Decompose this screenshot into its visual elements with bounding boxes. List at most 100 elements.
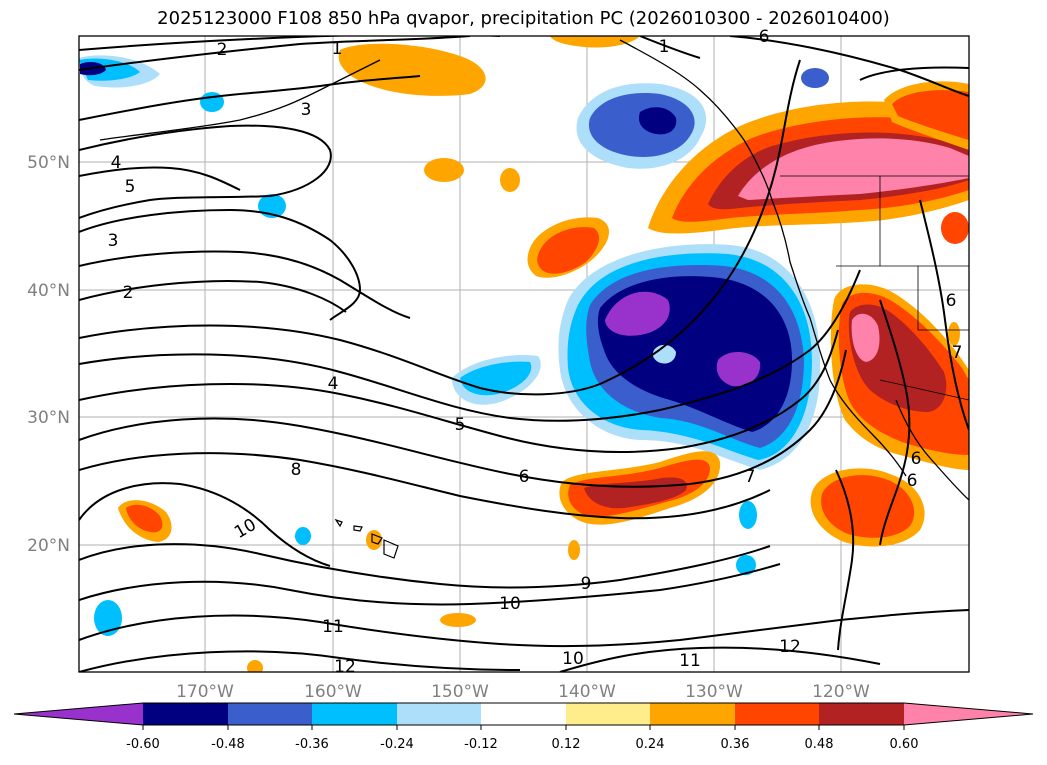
contour-line [639, 36, 701, 59]
coastline-alaska [99, 59, 381, 141]
contour-line [79, 329, 839, 453]
coastline-north-america [619, 39, 907, 477]
contour-line [859, 66, 969, 81]
lat-label: 40°N [27, 281, 70, 301]
contour-label: 5 [455, 415, 466, 435]
contour-line [79, 208, 362, 321]
contour-label: 6 [759, 27, 770, 47]
contour-line [835, 469, 855, 651]
contour-line [559, 646, 881, 672]
precip-patch-pos-8 [948, 322, 960, 346]
coastline-baja [895, 399, 969, 501]
contour-label: 8 [291, 460, 302, 480]
contour-line [729, 36, 969, 97]
contour-label: 6 [907, 471, 918, 491]
contour-label: 12 [779, 637, 801, 657]
colorbar-segment [397, 703, 481, 725]
colorbar-tick-label: -0.24 [380, 737, 414, 752]
contour-line [79, 349, 847, 488]
precip-patch-neg-6 [801, 68, 829, 88]
map-frame [78, 35, 970, 673]
qvapor-contours [79, 36, 969, 672]
precip-region-negative-core-1 [605, 291, 670, 336]
contour-line [79, 59, 801, 396]
colorbar-segment [735, 703, 819, 725]
precip-region-negative-gulf-core [638, 107, 677, 135]
colorbar-extend-high [904, 703, 1033, 725]
colorbar-ticks [142, 725, 905, 730]
colorbar-tick-label: 0.48 [805, 737, 834, 752]
contour-label: 6 [911, 449, 922, 469]
colorbar-tick-label: 0.24 [636, 737, 665, 752]
contour-label: 11 [322, 617, 344, 637]
precip-patch-pos-5 [941, 212, 969, 244]
contour-label: 7 [952, 343, 963, 363]
contour-line [79, 124, 332, 219]
colorbar-segment [228, 703, 312, 725]
lat-label: 30°N [27, 408, 70, 428]
coastlines [99, 39, 969, 501]
contour-line [79, 36, 471, 71]
precip-region-positive-north [338, 43, 486, 96]
contour-line [79, 650, 521, 672]
precip-patch-neg-3 [94, 600, 122, 636]
precip-patch-neg-7 [295, 527, 311, 545]
contour-line [79, 250, 411, 319]
contour-label: 6 [946, 291, 957, 311]
hawaii-islands [334, 518, 399, 559]
lon-label: 170°W [176, 682, 234, 702]
contour-label: 1 [332, 39, 343, 59]
contour-label: 9 [581, 574, 592, 594]
contour-line [79, 543, 771, 589]
colorbar: -0.60 -0.48 -0.36 -0.24 -0.12 0.12 0.24 … [13, 702, 1034, 752]
lat-label: 20°N [27, 536, 70, 556]
lon-label: 130°W [685, 682, 743, 702]
contour-label: 4 [328, 374, 339, 394]
contour-label: 10 [499, 594, 521, 614]
precip-patch-pos-1 [424, 158, 464, 182]
colorbar-segment [819, 703, 904, 725]
colorbar-segment [143, 703, 228, 725]
contour-label: 1 [659, 37, 670, 57]
map-title: 2025123000 F108 850 hPa qvapor, precipit… [157, 8, 890, 29]
contour-label: 7 [745, 467, 756, 487]
precip-patch-pos-2 [500, 168, 520, 192]
precip-region-positive-ca-4 [851, 313, 880, 362]
colorbar-segment [481, 703, 566, 725]
colorbar-extend-low [14, 703, 143, 725]
lat-label: 50°N [27, 153, 70, 173]
lon-label: 150°W [431, 682, 489, 702]
precip-region-positive-west-2 [126, 504, 163, 533]
contour-label: 12 [334, 657, 356, 677]
colorbar-tick-label: 0.60 [890, 737, 919, 752]
lon-label: 140°W [558, 682, 616, 702]
precip-patch-pos-3 [440, 613, 476, 627]
state-borders [780, 175, 969, 401]
precip-patch-neg-1 [200, 92, 224, 112]
contour-line [79, 482, 331, 567]
contour-line [79, 166, 241, 191]
contour-line [79, 75, 421, 121]
precip-region-negative-core-2 [716, 351, 761, 387]
contour-label: 4 [111, 153, 122, 173]
colorbar-tick-label: -0.12 [464, 737, 498, 752]
precip-region-positive-north-2 [550, 36, 640, 48]
colorbar-segment [312, 703, 397, 725]
precip-region-positive-pnw-4 [738, 138, 969, 200]
precip-patch-pos-7 [366, 530, 382, 550]
precip-region-positive-east-2 [892, 90, 969, 140]
contour-line [919, 199, 969, 431]
contour-line [79, 452, 771, 520]
colorbar-tick-label: 0.12 [552, 737, 581, 752]
longitude-labels: 170°W 160°W 150°W 140°W 130°W 120°W [176, 682, 870, 702]
contour-line [79, 269, 861, 422]
colorbar-tick-label: -0.36 [295, 737, 329, 752]
colorbar-tick-label: 0.36 [721, 737, 750, 752]
contour-label: 11 [679, 651, 701, 671]
colorbar-segment [650, 703, 735, 725]
colorbar-segment [566, 703, 650, 725]
lon-label: 120°W [812, 682, 870, 702]
precip-patch-pos-6 [247, 660, 263, 672]
contour-line [79, 563, 781, 606]
